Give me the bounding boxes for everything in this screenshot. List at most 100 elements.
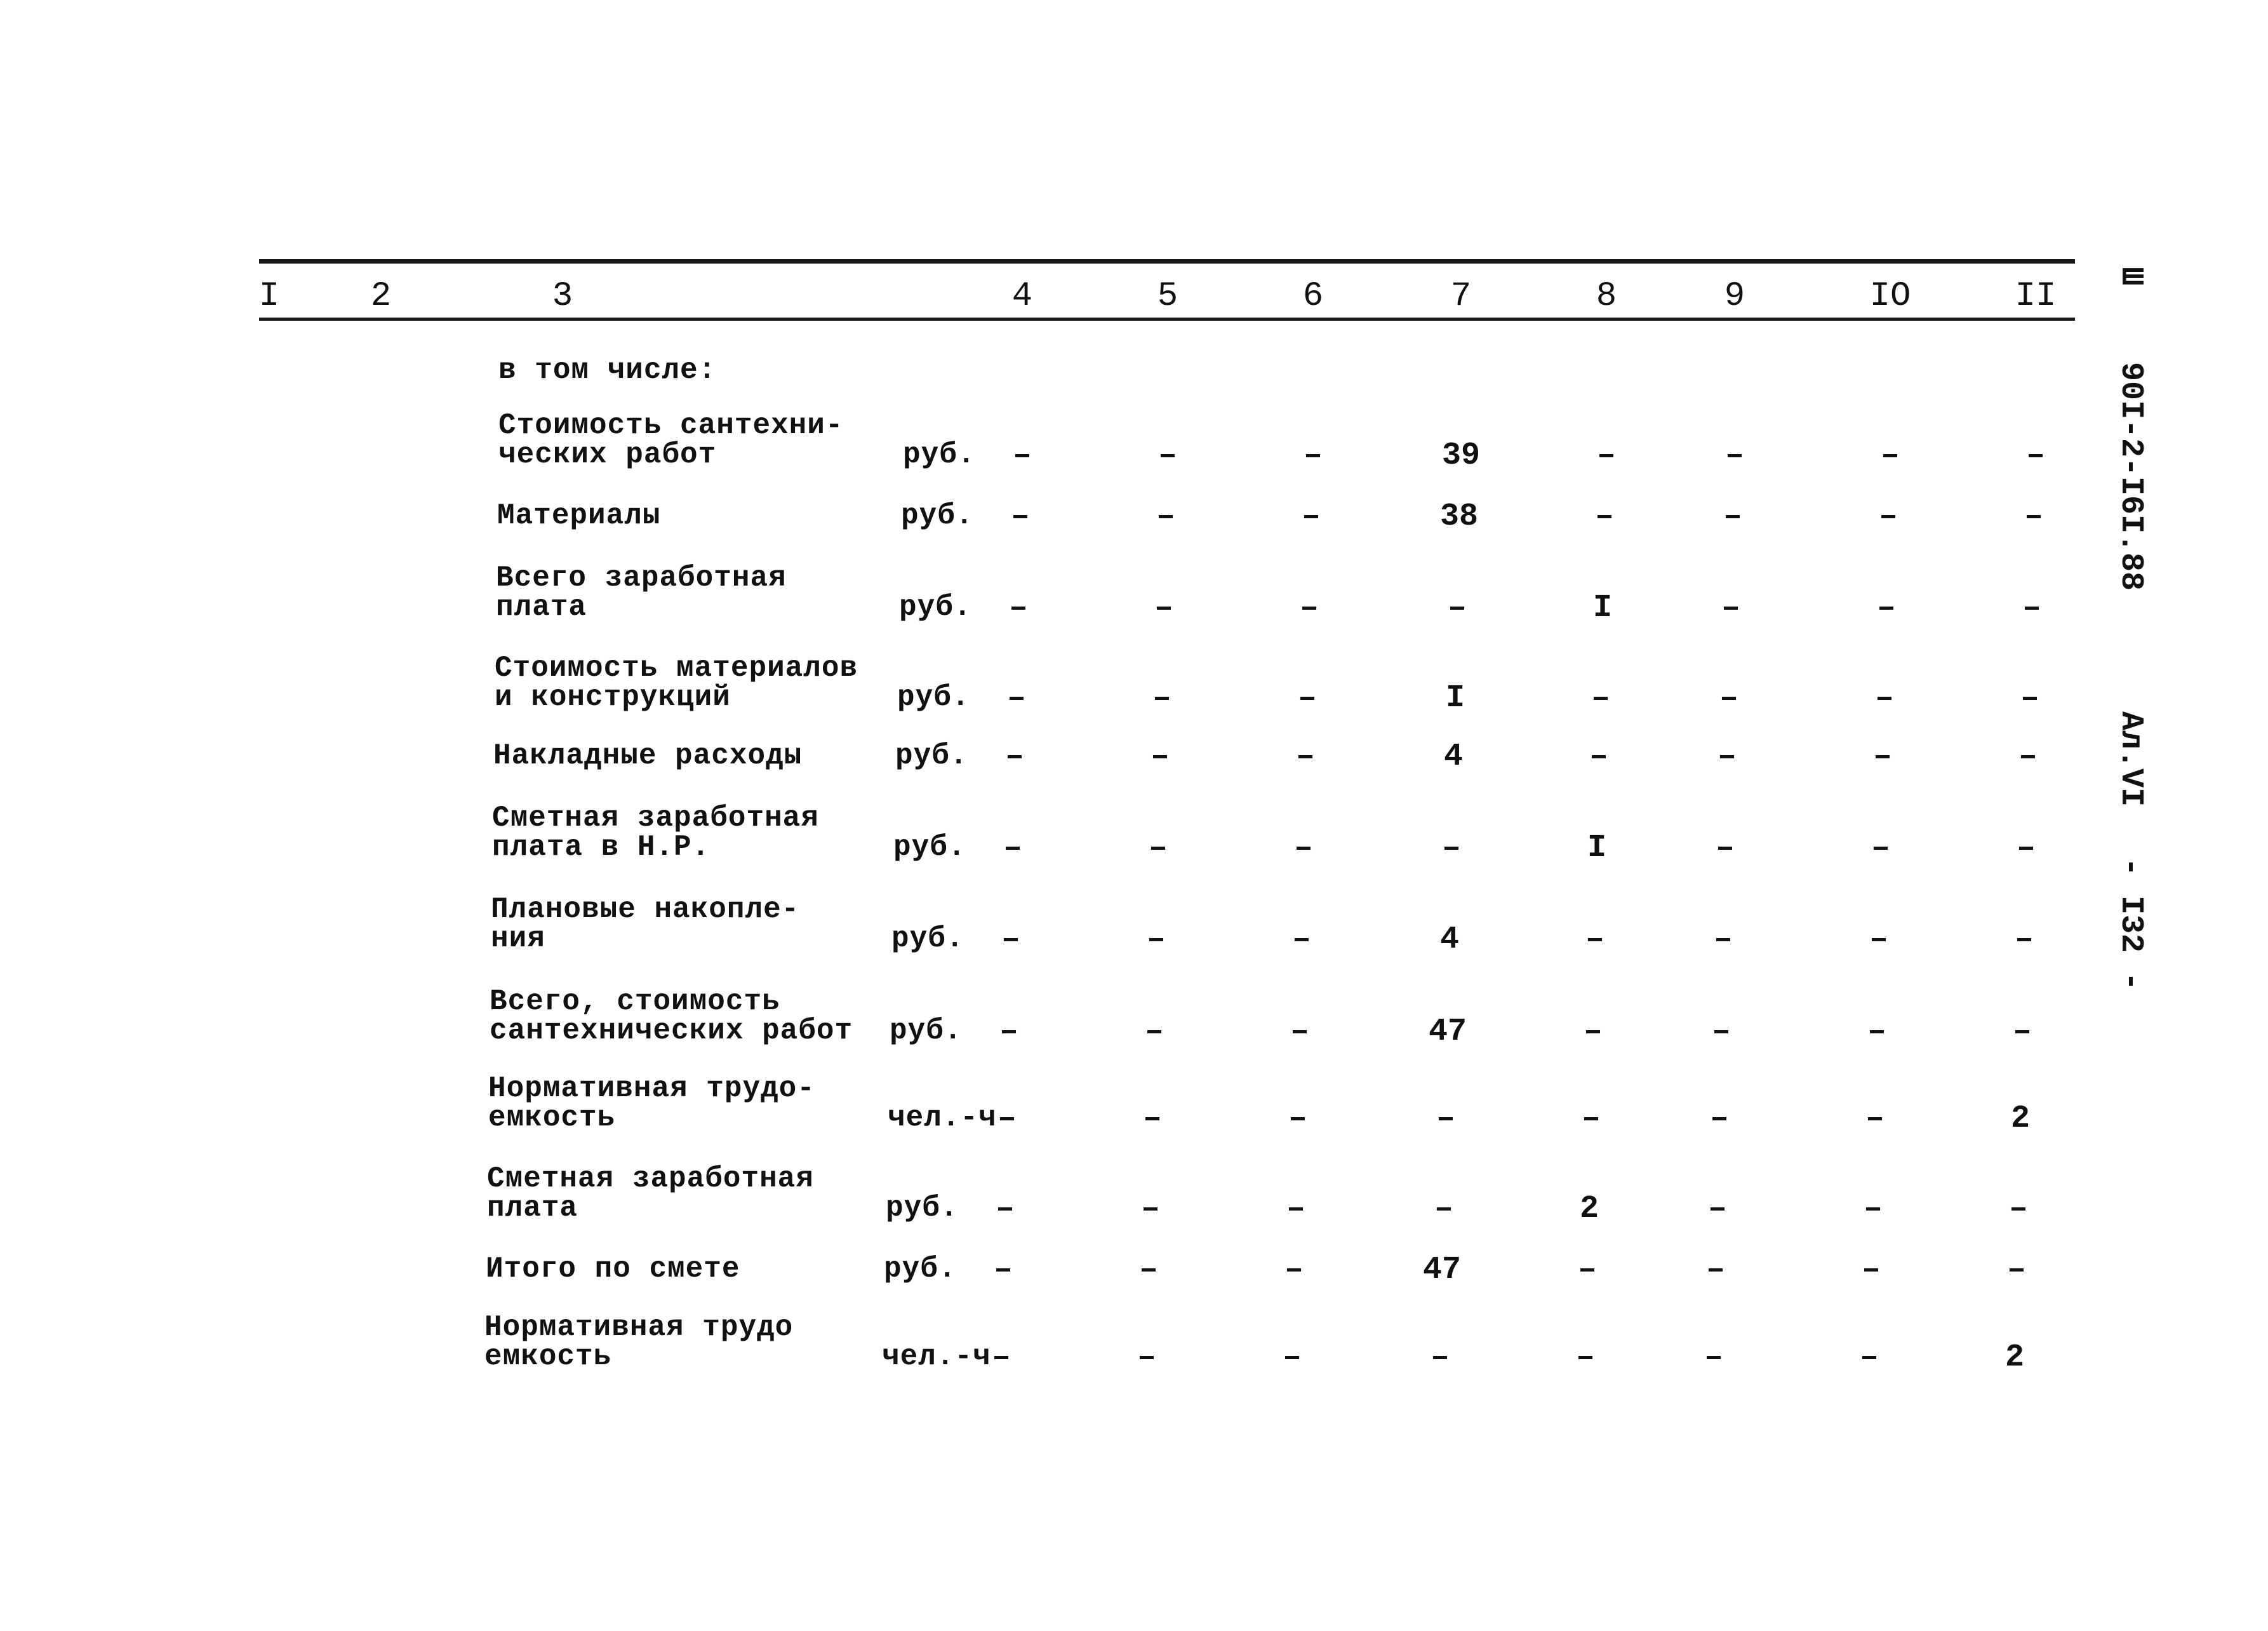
cell-col-8: I <box>1592 590 1613 626</box>
cell-col-7: I <box>1445 680 1465 716</box>
cell-col-7: 47 <box>1428 1014 1467 1050</box>
cell-col-11: – <box>2018 739 2038 775</box>
cell-col-6: – <box>1299 590 1319 626</box>
cell-col-4: – <box>1003 830 1023 866</box>
cell-col-4: – <box>1006 680 1027 716</box>
cell-col-6: – <box>1293 830 1314 866</box>
column-header-2: 2 <box>370 277 392 316</box>
cell-col-6: – <box>1282 1339 1302 1376</box>
cell-col-7: – <box>1447 590 1467 626</box>
column-header-1: I <box>258 277 280 316</box>
cell-col-9: – <box>1723 499 1743 535</box>
side-album: Ал.VI <box>2112 711 2149 807</box>
cell-col-7: 39 <box>1441 438 1481 474</box>
row-label-line: плата <box>487 1191 578 1225</box>
cell-col-7: – <box>1441 830 1462 866</box>
cell-col-8: – <box>1583 1014 1603 1050</box>
cell-col-5: – <box>1146 922 1166 958</box>
cell-col-4: – <box>997 1101 1017 1137</box>
cell-col-10: – <box>1865 1101 1885 1137</box>
header-top-rule <box>259 259 2075 264</box>
row-label-line: ческих работ <box>498 438 717 471</box>
cell-col-7: 47 <box>1422 1252 1462 1288</box>
cell-col-5: – <box>1137 1339 1157 1376</box>
cell-col-11: – <box>2014 922 2034 958</box>
row-label-line: Всего, стоимость <box>490 985 780 1018</box>
row-label-line: сантехнических работ <box>490 1014 853 1047</box>
cell-col-9: – <box>1709 1101 1730 1137</box>
cell-col-4: – <box>1012 438 1032 474</box>
cell-col-8: – <box>1596 438 1617 474</box>
column-header-10: IO <box>1869 277 1911 316</box>
cell-col-5: – <box>1138 1252 1159 1288</box>
cell-col-8: 2 <box>1579 1191 1599 1227</box>
cell-col-7: – <box>1434 1191 1454 1227</box>
cell-col-7: 4 <box>1439 922 1460 958</box>
cell-col-9: – <box>1713 922 1733 958</box>
row-label-line: плата в Н.Р. <box>492 831 710 864</box>
row-unit: чел.-ч <box>882 1340 991 1373</box>
row-unit: руб. <box>893 831 966 864</box>
cell-col-11: 2 <box>2005 1339 2025 1376</box>
cell-col-11: – <box>2020 680 2040 716</box>
cell-col-10: – <box>1867 1014 1887 1050</box>
row-label-line: Сметная заработная <box>487 1162 814 1195</box>
cell-col-6: – <box>1284 1252 1304 1288</box>
cell-col-10: – <box>1872 739 1893 775</box>
row-label-line: емкость <box>484 1340 612 1373</box>
row-unit: руб. <box>899 591 972 624</box>
side-code: 90I-2-I6I.88 <box>2112 362 2149 591</box>
cell-col-5: – <box>1156 499 1176 535</box>
row-label-line: емкость <box>488 1101 616 1134</box>
cell-col-11: – <box>2025 438 2046 474</box>
cell-col-8: – <box>1581 1101 1601 1137</box>
cell-col-10: – <box>1876 590 1897 626</box>
cell-col-5: – <box>1154 590 1174 626</box>
cell-col-5: – <box>1142 1101 1163 1137</box>
cell-col-11: 2 <box>2010 1101 2031 1137</box>
cell-col-10: – <box>1871 830 1891 866</box>
row-label-line: ния <box>491 922 545 955</box>
cell-col-5: – <box>1144 1014 1164 1050</box>
cell-col-8: I <box>1587 830 1607 866</box>
cell-col-8: – <box>1585 922 1605 958</box>
cell-col-9: – <box>1717 739 1737 775</box>
cell-col-9: – <box>1711 1014 1731 1050</box>
cell-col-9: – <box>1705 1252 1726 1288</box>
cell-col-4: – <box>1004 739 1025 775</box>
row-label-line: Стоимость материалов <box>495 652 858 685</box>
row-unit: чел.-ч <box>888 1101 997 1134</box>
row-label-line: Всего заработная <box>496 561 787 594</box>
cell-col-5: – <box>1157 438 1178 474</box>
column-header-9: 9 <box>1724 277 1745 316</box>
cell-col-9: – <box>1719 680 1739 716</box>
cell-col-9: – <box>1721 590 1741 626</box>
cell-col-10: – <box>1878 499 1898 535</box>
row-unit: руб. <box>903 438 976 471</box>
cell-col-11: – <box>2024 499 2044 535</box>
cell-col-8: – <box>1591 680 1611 716</box>
cell-col-4: – <box>1008 590 1029 626</box>
row-label-line: Нормативная трудо- <box>488 1072 815 1105</box>
cell-col-10: – <box>1874 680 1895 716</box>
row-unit: руб. <box>884 1252 957 1285</box>
row-label-line: Накладные расходы <box>493 739 803 772</box>
row-label-line: Нормативная трудо <box>484 1311 794 1344</box>
cell-col-7: – <box>1430 1339 1450 1376</box>
header-bottom-rule <box>259 318 2075 321</box>
cell-col-11: – <box>2006 1252 2027 1288</box>
row-unit: руб. <box>886 1191 959 1225</box>
row-unit: руб. <box>901 499 974 532</box>
cell-col-6: – <box>1288 1101 1308 1137</box>
cell-col-8: – <box>1575 1339 1596 1376</box>
cell-col-9: – <box>1724 438 1745 474</box>
cell-col-4: – <box>999 1014 1019 1050</box>
column-header-5: 5 <box>1157 277 1178 316</box>
column-header-11: II <box>2015 277 2057 316</box>
cell-col-9: – <box>1704 1339 1724 1376</box>
cell-col-10: – <box>1861 1252 1881 1288</box>
cell-col-6: – <box>1297 680 1317 716</box>
row-label-line: и конструкций <box>495 681 731 714</box>
cell-col-6: – <box>1303 438 1323 474</box>
cell-col-8: – <box>1589 739 1609 775</box>
